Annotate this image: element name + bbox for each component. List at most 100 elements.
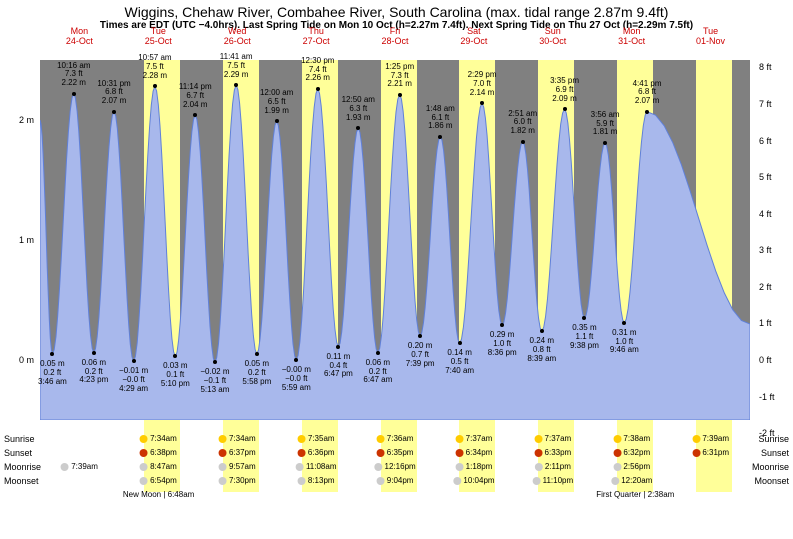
tide-label: 4:41 pm6.8 ft2.07 m: [633, 80, 662, 106]
footer-cell-sunrise: 7:34am: [140, 434, 177, 443]
moon-icon: [298, 477, 306, 485]
tide-label: 10:57 am7.5 ft2.28 m: [138, 54, 171, 80]
tide-label: 2:29 pm7.0 ft2.14 m: [468, 71, 497, 97]
footer-cell-moonset: 10:04pm: [453, 476, 494, 485]
tide-chart: Wiggins, Chehaw River, Combahee River, S…: [0, 0, 793, 539]
footer-cell-moonset: 8:13pm: [298, 476, 335, 485]
footer-cell-sunset: 6:31pm: [692, 448, 729, 457]
tide-dot: [132, 359, 136, 363]
tide-dot: [480, 101, 484, 105]
footer-row-label: Sunrise: [758, 434, 789, 444]
tide-label: 1:48 am6.1 ft1.86 m: [426, 105, 455, 131]
sun-icon: [534, 435, 542, 443]
tide-dot: [438, 135, 442, 139]
moon-icon: [374, 463, 382, 471]
day-header: Mon24-Oct: [40, 26, 119, 46]
moon-icon: [532, 477, 540, 485]
footer-cell-moonset: 7:30pm: [219, 476, 256, 485]
footer-cell-sunset: 6:36pm: [298, 448, 335, 457]
sun-icon: [298, 435, 306, 443]
moon-icon: [611, 477, 619, 485]
moon-phase-label: New Moon | 6:48am: [123, 490, 194, 499]
footer-cell-sunrise: 7:35am: [298, 434, 335, 443]
sunset-icon: [219, 449, 227, 457]
sun-icon: [692, 435, 700, 443]
day-header: Tue25-Oct: [119, 26, 198, 46]
tide-dot: [294, 358, 298, 362]
moon-icon: [61, 463, 69, 471]
tide-dot: [645, 110, 649, 114]
tide-label: 11:41 am7.5 ft2.29 m: [220, 53, 253, 79]
footer-cell-sunset: 6:32pm: [613, 448, 650, 457]
tide-label: 0.03 m0.1 ft5:10 pm: [161, 362, 190, 388]
y-tick-right: 5 ft: [759, 172, 772, 182]
footer-cell-sunset: 6:33pm: [534, 448, 571, 457]
day-header: Sat29-Oct: [434, 26, 513, 46]
tide-label: 0.06 m0.2 ft6:47 am: [363, 359, 392, 385]
tide-label: 0.05 m0.2 ft5:58 pm: [242, 360, 271, 386]
tide-dot: [418, 334, 422, 338]
sun-icon: [219, 435, 227, 443]
tide-dot: [173, 354, 177, 358]
footer-row-label: Moonset: [4, 476, 39, 486]
footer-cell-sunrise: 7:39am: [692, 434, 729, 443]
tide-label: 0.24 m0.8 ft8:39 am: [527, 337, 556, 363]
tide-label: 1:25 pm7.3 ft2.21 m: [385, 63, 414, 89]
footer-cell-moonrise: 8:47am: [140, 462, 177, 471]
moon-icon: [453, 477, 461, 485]
y-axis-left: 0 m1 m2 m: [0, 60, 38, 420]
tide-dot: [213, 360, 217, 364]
footer-cell-sunrise: 7:36am: [377, 434, 414, 443]
tide-dot: [582, 316, 586, 320]
footer-cell-moonrise: 7:39am: [61, 462, 98, 471]
tide-dot: [316, 87, 320, 91]
tide-label: 3:56 am5.9 ft1.81 m: [591, 111, 620, 137]
y-tick-right: 1 ft: [759, 318, 772, 328]
moon-icon: [535, 463, 543, 471]
tide-dot: [500, 323, 504, 327]
tide-label: 3:35 pm6.9 ft2.09 m: [550, 77, 579, 103]
moon-icon: [296, 463, 304, 471]
footer-cell-moonrise: 2:11pm: [535, 462, 571, 471]
tide-dot: [72, 92, 76, 96]
tide-label: 11:14 pm6.7 ft2.04 m: [179, 83, 212, 109]
day-header: Tue01-Nov: [671, 26, 750, 46]
footer-cell-sunrise: 7:37am: [455, 434, 492, 443]
tide-dot: [458, 341, 462, 345]
tide-label: 2:51 am6.0 ft1.82 m: [508, 110, 537, 136]
tide-dot: [603, 141, 607, 145]
tide-dot: [540, 329, 544, 333]
y-tick-left: 0 m: [19, 355, 34, 365]
tide-label: 12:30 pm7.4 ft2.26 m: [301, 57, 334, 83]
y-tick-right: 6 ft: [759, 136, 772, 146]
day-header: Thu27-Oct: [277, 26, 356, 46]
footer-cell-moonset: 9:04pm: [377, 476, 414, 485]
y-tick-right: -1 ft: [759, 392, 775, 402]
day-header: Fri28-Oct: [356, 26, 435, 46]
day-header: Mon31-Oct: [592, 26, 671, 46]
sunset-icon: [455, 449, 463, 457]
tide-dot: [398, 93, 402, 97]
moon-icon: [140, 477, 148, 485]
footer-cell-sunrise: 7:37am: [534, 434, 571, 443]
footer-cell-moonset: 6:54pm: [140, 476, 177, 485]
sunset-icon: [140, 449, 148, 457]
tide-dot: [275, 119, 279, 123]
chart-title: Wiggins, Chehaw River, Combahee River, S…: [0, 0, 793, 20]
tide-label: 0.06 m0.2 ft4:23 pm: [79, 359, 108, 385]
tide-dot: [193, 113, 197, 117]
y-tick-right: 7 ft: [759, 99, 772, 109]
tide-label: 12:00 am6.5 ft1.99 m: [260, 89, 293, 115]
footer-cell-sunset: 6:34pm: [455, 448, 492, 457]
y-tick-right: 2 ft: [759, 282, 772, 292]
moon-icon: [377, 477, 385, 485]
tide-dot: [50, 352, 54, 356]
tide-dot: [234, 83, 238, 87]
tide-label: 0.11 m0.4 ft6:47 pm: [324, 353, 353, 379]
tide-dot: [92, 351, 96, 355]
footer-cell-moonrise: 11:08am: [296, 462, 337, 471]
y-tick-left: 2 m: [19, 115, 34, 125]
tide-label: 0.31 m1.0 ft9:46 am: [610, 329, 639, 355]
tide-dot: [336, 345, 340, 349]
day-header: Wed26-Oct: [198, 26, 277, 46]
